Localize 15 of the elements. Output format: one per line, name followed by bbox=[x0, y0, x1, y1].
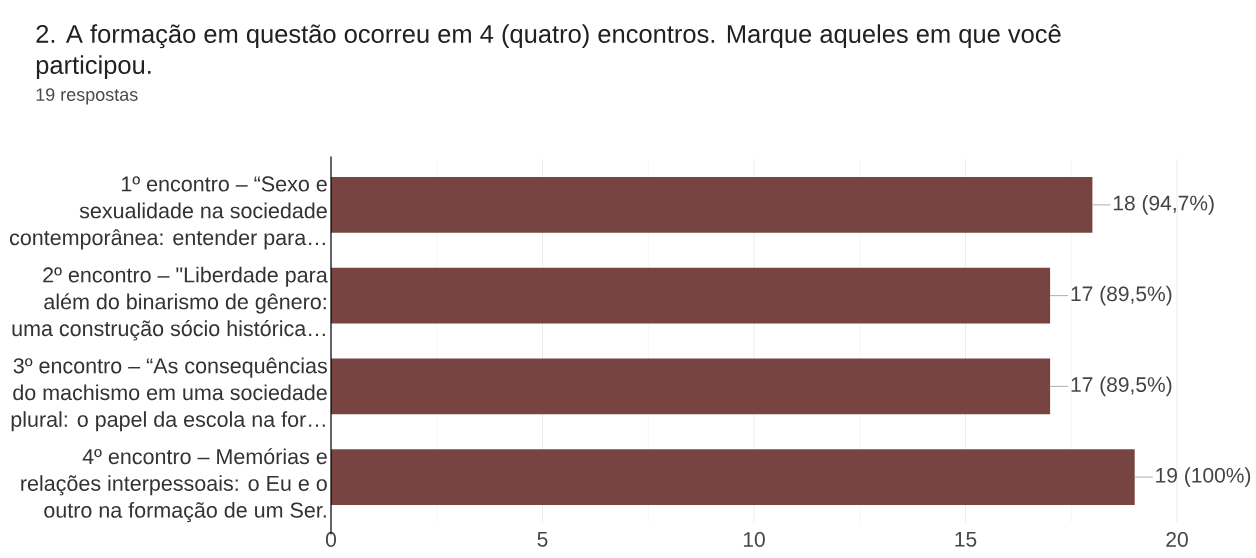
y-tick-label: 4º encontro – Memórias e relações interpessoais: o Eu e o outro na formação de um Ser. bbox=[21, 448, 327, 523]
x-tick-label: 20 bbox=[1166, 532, 1188, 547]
y-tick-label: 2º encontro – "Liberdade para além do binarismo de gênero: uma construção sócio histórica… bbox=[12, 266, 328, 341]
x-tick-label: 15 bbox=[955, 532, 977, 547]
x-tick-label: 5 bbox=[537, 532, 548, 547]
x-tick-label: 0 bbox=[325, 532, 337, 547]
data-label: 17 (89,5%) bbox=[1071, 376, 1172, 397]
text: 19 respostas bbox=[36, 88, 138, 105]
chart-title: 2. A formação em questão ocorreu em 4 (quatro) encontros. Marque aqueles em que você participou. bbox=[36, 24, 1061, 80]
data-label: 17 (89,5%) bbox=[1071, 285, 1172, 306]
x-tick-label: 10 bbox=[743, 532, 765, 547]
data-label: 18 (94,7%) bbox=[1113, 195, 1214, 215]
data-label: 19 (100%) bbox=[1156, 467, 1251, 487]
y-tick-label: 1º encontro – “Sexo e sexualidade na sociedade contemporânea: entender para… bbox=[9, 176, 327, 250]
y-tick-label: 3º encontro – “As consequências do machismo em uma sociedade plural: o papel da escola na for… bbox=[11, 357, 327, 432]
